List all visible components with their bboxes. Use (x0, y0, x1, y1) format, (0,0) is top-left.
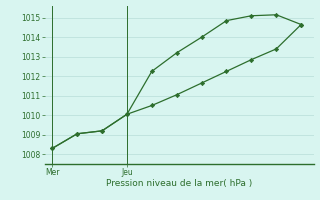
X-axis label: Pression niveau de la mer( hPa ): Pression niveau de la mer( hPa ) (106, 179, 252, 188)
